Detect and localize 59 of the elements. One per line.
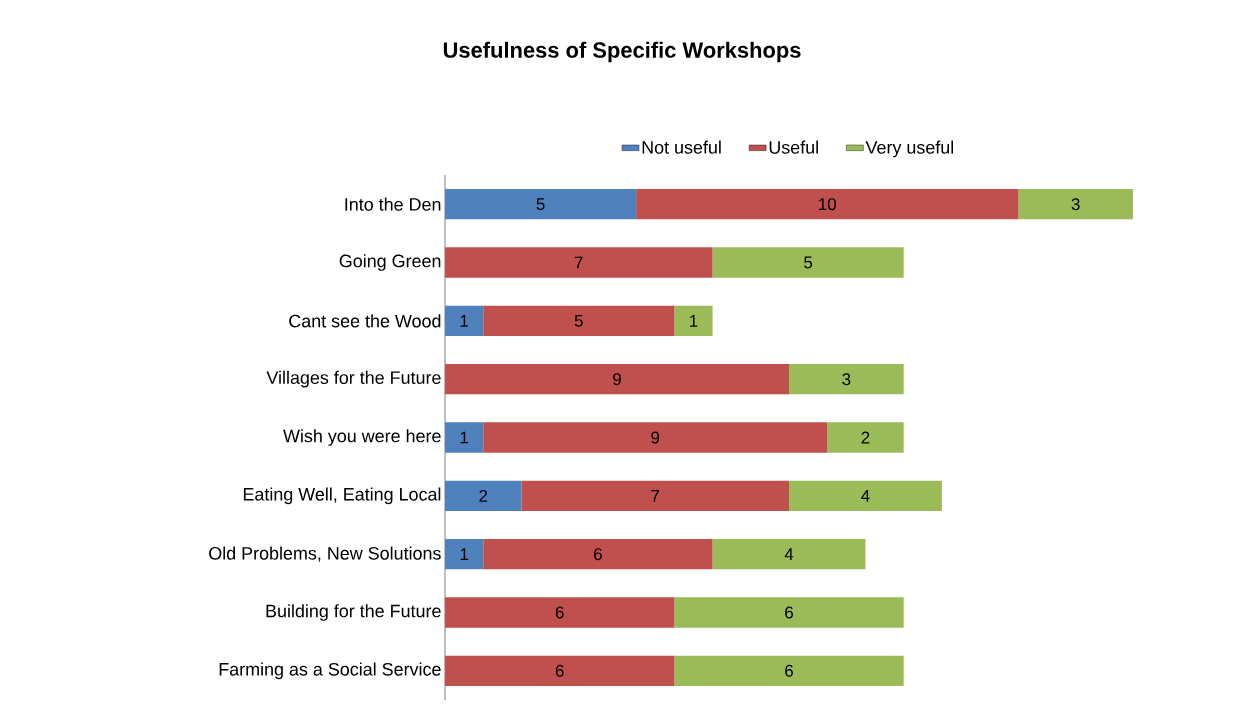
legend-label: Not useful xyxy=(642,140,721,154)
data-label: 10 xyxy=(819,198,836,211)
y-tick-label: Cant see the Wood xyxy=(289,314,441,328)
bar xyxy=(789,480,942,511)
bar xyxy=(445,189,637,220)
bar xyxy=(521,480,790,511)
y-tick-label: Eating Well, Eating Local xyxy=(243,487,441,505)
data-label: 5 xyxy=(574,314,583,327)
data-label: 6 xyxy=(785,606,793,619)
bar xyxy=(1018,189,1134,220)
bar xyxy=(483,538,713,570)
data-label: 7 xyxy=(574,256,583,269)
bar xyxy=(445,247,713,278)
y-tick-label: Old Problems, New Solutions xyxy=(209,546,441,562)
bar xyxy=(445,480,522,511)
y-tick-label: Building for the Future xyxy=(266,604,441,621)
bar xyxy=(445,305,484,336)
data-label: 2 xyxy=(479,489,488,502)
data-label: 2 xyxy=(861,431,870,444)
data-label: 6 xyxy=(594,548,602,561)
data-label: 3 xyxy=(842,373,851,386)
data-label: 7 xyxy=(651,489,660,502)
bar xyxy=(712,247,904,278)
legend-label: Useful xyxy=(769,140,818,154)
bar xyxy=(445,538,484,570)
bar xyxy=(674,655,904,686)
data-label: 5 xyxy=(536,198,545,211)
data-label: 5 xyxy=(804,256,813,269)
legend-label: Very useful xyxy=(865,140,954,158)
bar xyxy=(827,422,904,453)
data-label: 6 xyxy=(555,664,564,677)
bar xyxy=(674,597,904,628)
bar xyxy=(483,422,828,453)
data-label: 1 xyxy=(460,314,469,327)
data-label: 6 xyxy=(555,606,564,619)
bar xyxy=(483,305,675,336)
data-label: 4 xyxy=(861,489,870,502)
bar xyxy=(445,655,675,686)
y-tick-label: Wish you were here xyxy=(283,429,441,446)
bar xyxy=(636,189,1019,220)
bar xyxy=(445,597,675,628)
bar xyxy=(445,363,790,395)
data-label: 4 xyxy=(784,548,794,560)
data-label: 9 xyxy=(613,373,621,386)
bar xyxy=(789,363,904,395)
data-label: 1 xyxy=(460,431,469,444)
y-tick-label: Villages for the Future xyxy=(266,370,441,388)
bar xyxy=(674,305,713,336)
y-tick-label: Going Green xyxy=(339,254,441,271)
chart-title: Usefulness of Specific Workshops xyxy=(443,41,801,63)
bar xyxy=(445,422,484,453)
y-tick-label: Into the Den xyxy=(345,197,441,211)
bar xyxy=(712,538,866,570)
data-label: 6 xyxy=(785,664,793,677)
data-label: 1 xyxy=(460,548,469,560)
data-label: 9 xyxy=(651,431,660,444)
y-tick-label: Farming as a Social Service xyxy=(219,662,441,680)
data-label: 1 xyxy=(690,314,698,327)
data-label: 3 xyxy=(1071,198,1080,211)
